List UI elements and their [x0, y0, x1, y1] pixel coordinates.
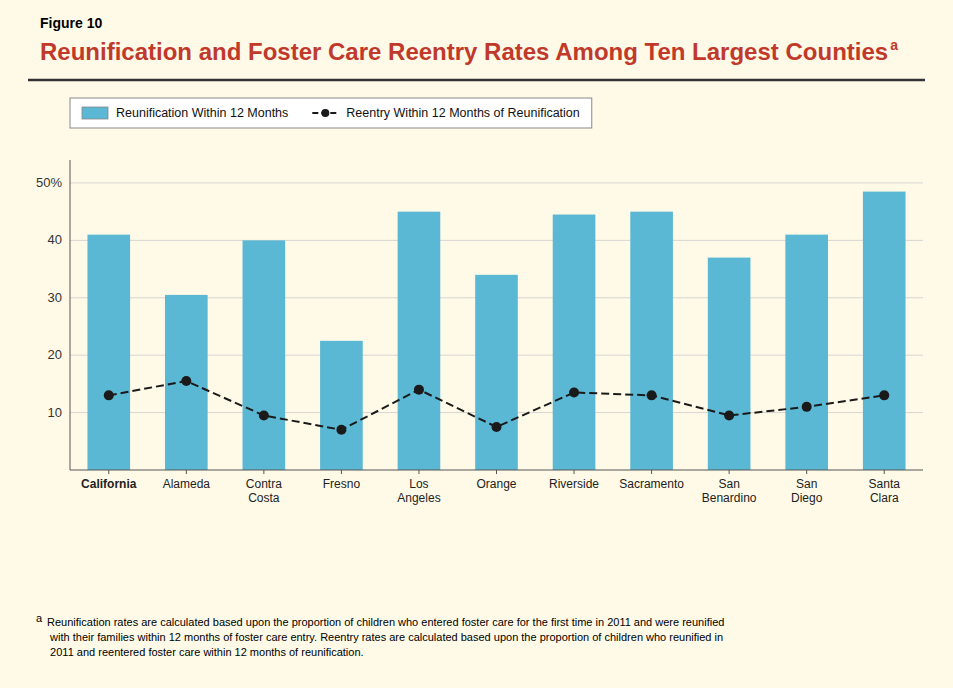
x-tick	[574, 470, 575, 474]
y-tick-label: 10	[48, 405, 62, 420]
title-superscript: a	[890, 37, 898, 53]
x-tick	[496, 470, 497, 474]
x-tick-label: California	[81, 477, 137, 491]
grid-line	[70, 182, 923, 183]
x-tick	[108, 470, 109, 474]
figure-label: Figure 10	[40, 15, 102, 31]
bar	[87, 235, 130, 470]
x-tick-label-line: Costa	[248, 491, 280, 505]
legend-swatch	[82, 107, 108, 119]
x-tick-label: SantaClara	[869, 477, 901, 505]
line-marker	[569, 388, 579, 398]
line-marker	[879, 390, 889, 400]
x-tick-label-line: Diego	[791, 491, 823, 505]
x-tick	[186, 470, 187, 474]
background	[0, 0, 953, 688]
x-tick-label: SanBenardino	[702, 477, 757, 505]
x-tick-label: SanDiego	[791, 477, 823, 505]
x-tick	[806, 470, 807, 474]
line-marker	[336, 425, 346, 435]
x-tick	[729, 470, 730, 474]
x-tick-label-line: Sacramento	[619, 477, 684, 491]
bar	[320, 341, 363, 470]
legend-label: Reentry Within 12 Months of Reunificatio…	[346, 106, 579, 120]
y-axis-line	[70, 160, 71, 470]
y-tick-label: 30	[48, 290, 62, 305]
x-tick	[884, 470, 885, 474]
line-marker	[414, 385, 424, 395]
legend-frame	[70, 98, 592, 128]
bar	[475, 275, 518, 470]
x-tick-label-line: San	[718, 477, 739, 491]
x-tick-label-line: Alameda	[163, 477, 211, 491]
y-tick-label: 20	[48, 347, 62, 362]
y-tick-label: 40	[48, 232, 62, 247]
x-tick-label-line: Contra	[246, 477, 282, 491]
bar	[165, 295, 208, 470]
bar	[708, 258, 751, 470]
footnote-line: with their families within 12 months of …	[44, 631, 723, 643]
x-tick	[651, 470, 652, 474]
x-tick-label: Riverside	[549, 477, 599, 491]
bar	[785, 235, 828, 470]
x-tick-label: ContraCosta	[246, 477, 282, 505]
footnote-mark: a	[36, 612, 43, 624]
x-tick-label-line: California	[81, 477, 137, 491]
line-marker	[259, 410, 269, 420]
footnote-line: 2011 and reentered foster care within 12…	[44, 646, 364, 658]
title: Reunification and Foster Care Reentry Ra…	[40, 38, 888, 65]
bar	[630, 212, 673, 470]
line-marker	[724, 410, 734, 420]
x-tick-label: Sacramento	[619, 477, 684, 491]
bar	[243, 240, 286, 470]
legend-label: Reunification Within 12 Months	[116, 106, 288, 120]
bar	[863, 192, 906, 470]
x-tick-label-line: Riverside	[549, 477, 599, 491]
line-marker	[181, 376, 191, 386]
x-tick-label-line: Fresno	[323, 477, 361, 491]
line-marker	[492, 422, 502, 432]
line-marker	[104, 390, 114, 400]
y-tick-label: 50%	[36, 175, 62, 190]
x-tick-label: Alameda	[163, 477, 211, 491]
line-marker	[647, 390, 657, 400]
x-tick-label-line: Orange	[476, 477, 516, 491]
x-tick-label: LosAngeles	[397, 477, 440, 505]
x-tick-label-line: Angeles	[397, 491, 440, 505]
line-marker	[802, 402, 812, 412]
legend: Reunification Within 12 Months Reentry Wi…	[70, 98, 592, 128]
x-tick-label-line: San	[796, 477, 817, 491]
legend-marker	[321, 109, 329, 117]
footnote-line: Reunification rates are calculated based…	[44, 616, 724, 628]
separator	[28, 79, 925, 82]
x-tick-label-line: Santa	[869, 477, 901, 491]
x-tick	[341, 470, 342, 474]
x-tick-label: Orange	[476, 477, 516, 491]
x-tick	[263, 470, 264, 474]
marks	[87, 192, 905, 470]
x-tick-label: Fresno	[323, 477, 361, 491]
bar	[398, 212, 441, 470]
x-tick-label-line: Clara	[870, 491, 899, 505]
x-tick-label-line: Los	[409, 477, 428, 491]
x-tick-label-line: Benardino	[702, 491, 757, 505]
bar	[553, 215, 596, 470]
footnote: Reunification rates are calculated based…	[44, 616, 724, 658]
x-tick	[418, 470, 419, 474]
